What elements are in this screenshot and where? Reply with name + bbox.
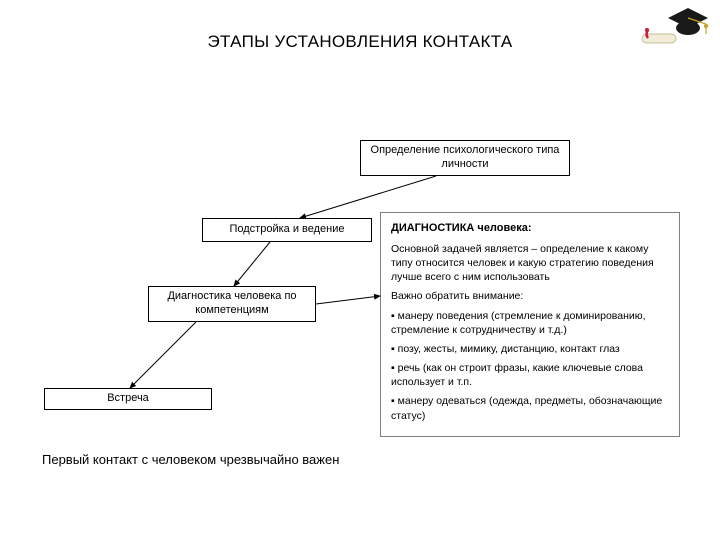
panel-text: Основной задачей является – определение … [391,242,669,285]
node-diagnostics: Диагностика человека по компетенциям [148,286,316,322]
node-label: Встреча [107,392,149,406]
edge-arrow [316,296,380,304]
panel-bullet: ▪ манеру поведения (стремление к доминир… [391,309,669,337]
node-label: Подстройка и ведение [229,223,344,237]
page-title: ЭТАПЫ УСТАНОВЛЕНИЯ КОНТАКТА [0,32,720,52]
panel-heading: ДИАГНОСТИКА человека: [391,221,669,236]
edge-arrow [130,322,196,388]
node-adjustment: Подстройка и ведение [202,218,372,242]
diagnostics-details-panel: ДИАГНОСТИКА человека: Основной задачей я… [380,212,680,437]
node-psych-type: Определение психологического типа личнос… [360,140,570,176]
panel-bullet: ▪ позу, жесты, мимику, дистанцию, контак… [391,342,669,356]
node-label: Диагностика человека по компетенциям [155,290,309,318]
edge-arrow [234,242,270,286]
node-label: Определение психологического типа личнос… [367,144,563,172]
footnote-text: Первый контакт с человеком чрезвычайно в… [42,452,339,467]
node-meeting: Встреча [44,388,212,410]
panel-bullet: ▪ речь (как он строит фразы, какие ключе… [391,361,669,389]
panel-bullet: ▪ манеру одеваться (одежда, предметы, об… [391,394,669,422]
panel-text: Важно обратить внимание: [391,289,669,303]
